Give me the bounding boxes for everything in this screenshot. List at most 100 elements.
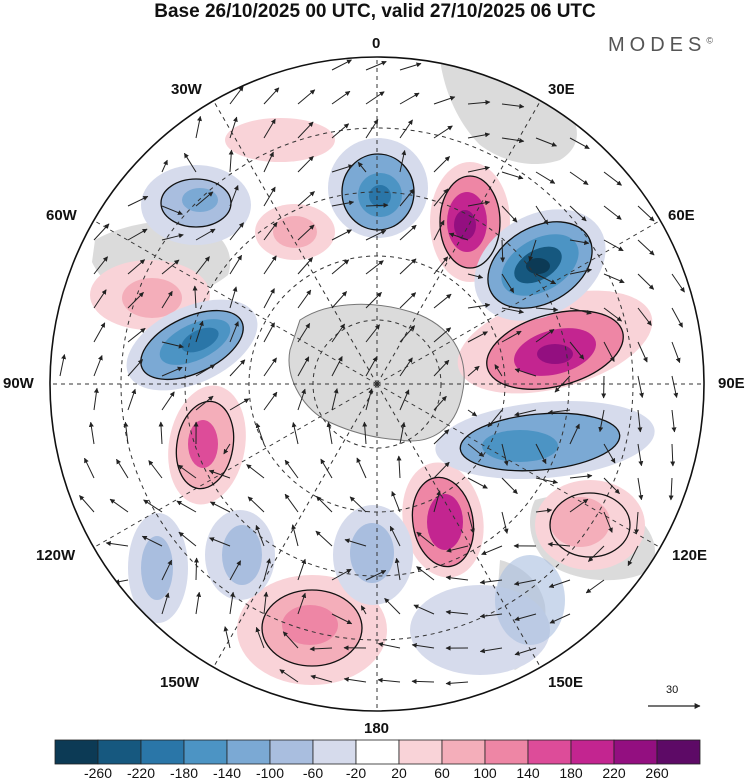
wind-vector — [297, 388, 306, 411]
wind-vector — [399, 389, 410, 411]
label-60E: 60E — [668, 207, 695, 224]
label-60W: 60W — [46, 207, 77, 224]
wind-vector — [279, 669, 299, 683]
wind-vector — [535, 477, 558, 485]
wind-vector — [84, 457, 95, 479]
wind-vector — [433, 359, 450, 377]
colorbar-swatch — [355, 739, 400, 765]
colorbar-swatch — [140, 739, 185, 765]
wind-vector — [331, 90, 351, 105]
wind-vector — [634, 511, 640, 535]
wind-vector — [467, 99, 491, 105]
wind-vector — [263, 288, 275, 309]
wind-vector — [315, 530, 333, 547]
wind-vector — [501, 171, 524, 180]
wind-vectors — [59, 59, 685, 686]
wind-vector — [284, 459, 299, 479]
wind-vector — [127, 388, 137, 411]
wind-vector — [127, 327, 146, 343]
wind-vector — [547, 541, 571, 547]
wind-vector — [487, 409, 503, 428]
wind-vector — [263, 255, 277, 275]
wind-vector — [229, 86, 244, 105]
wind-vector — [344, 538, 367, 547]
wind-vector — [223, 626, 231, 649]
wind-vector — [399, 119, 413, 139]
anomaly-positive-10W — [225, 118, 335, 162]
wind-vector — [535, 328, 555, 343]
wind-vector — [177, 464, 197, 479]
wind-vector — [535, 273, 557, 285]
wind-vector — [433, 429, 450, 445]
wind-vector — [195, 256, 210, 275]
wind-vector — [569, 498, 589, 513]
wind-vector — [331, 259, 350, 275]
wind-vector — [331, 388, 339, 411]
wind-vector — [671, 307, 683, 328]
wind-vector — [331, 200, 355, 207]
wind-vector — [297, 121, 314, 139]
colorbar-tick-label: -140 — [212, 765, 242, 781]
wind-vector — [161, 366, 183, 377]
wind-vector — [501, 443, 509, 466]
wind-vector — [297, 155, 314, 173]
wind-vector — [365, 570, 387, 581]
wind-vector — [535, 205, 549, 225]
wind-vector — [603, 239, 624, 252]
wind-vector — [467, 331, 488, 343]
colorbar-swatch — [226, 739, 271, 765]
wind-vector — [320, 458, 333, 479]
wind-vector — [263, 357, 277, 377]
label-30E: 30E — [548, 81, 575, 98]
wind-vector — [391, 491, 401, 513]
wind-vector — [467, 273, 484, 280]
wind-vector — [183, 152, 197, 173]
map-disk — [50, 57, 704, 711]
brand-text: MODES — [608, 34, 707, 56]
colorbar-swatch — [183, 739, 228, 765]
wind-vector — [446, 545, 469, 553]
wind-vector — [433, 395, 447, 411]
wind-vector — [535, 443, 547, 465]
colorbar-swatch — [398, 739, 443, 765]
wind-vector — [195, 115, 202, 139]
wind-vector — [514, 613, 537, 622]
colorbar-swatch — [656, 739, 701, 765]
wind-vector — [445, 680, 469, 686]
wind-vector — [143, 499, 163, 513]
wind-vector — [365, 229, 387, 241]
wind-vector — [467, 443, 484, 457]
wind-vector — [399, 292, 417, 309]
wind-vector — [671, 273, 685, 293]
antarctica-outline — [288, 303, 465, 442]
wind-vector — [195, 320, 204, 343]
wind-vector — [433, 293, 452, 309]
wind-vector — [291, 524, 299, 547]
wind-vector — [399, 325, 416, 343]
wind-vector — [399, 62, 422, 71]
wind-vector — [109, 498, 129, 513]
wind-vector — [291, 422, 299, 445]
wind-vector — [195, 395, 214, 411]
anomaly-negative-0 — [328, 138, 428, 238]
wind-vector — [637, 443, 644, 467]
wind-vector — [116, 458, 129, 479]
anomaly-negative-110E — [435, 400, 655, 480]
wind-vector — [603, 307, 623, 322]
colorbar-swatch — [441, 739, 486, 765]
label-30W: 30W — [171, 81, 202, 98]
wind-vector — [161, 592, 170, 615]
wind-vector — [161, 233, 184, 241]
wind-vector — [93, 223, 110, 241]
wind-vector — [416, 531, 435, 547]
wind-vector — [263, 558, 271, 581]
wind-vector — [59, 354, 67, 377]
wind-vector — [161, 391, 175, 411]
wind-vector — [585, 579, 605, 594]
wind-vector — [365, 388, 374, 411]
wind-vector — [479, 647, 503, 654]
wind-vector — [501, 511, 509, 534]
wind-vector — [263, 221, 278, 241]
wind-vector — [501, 307, 524, 314]
wind-vector — [263, 151, 274, 173]
